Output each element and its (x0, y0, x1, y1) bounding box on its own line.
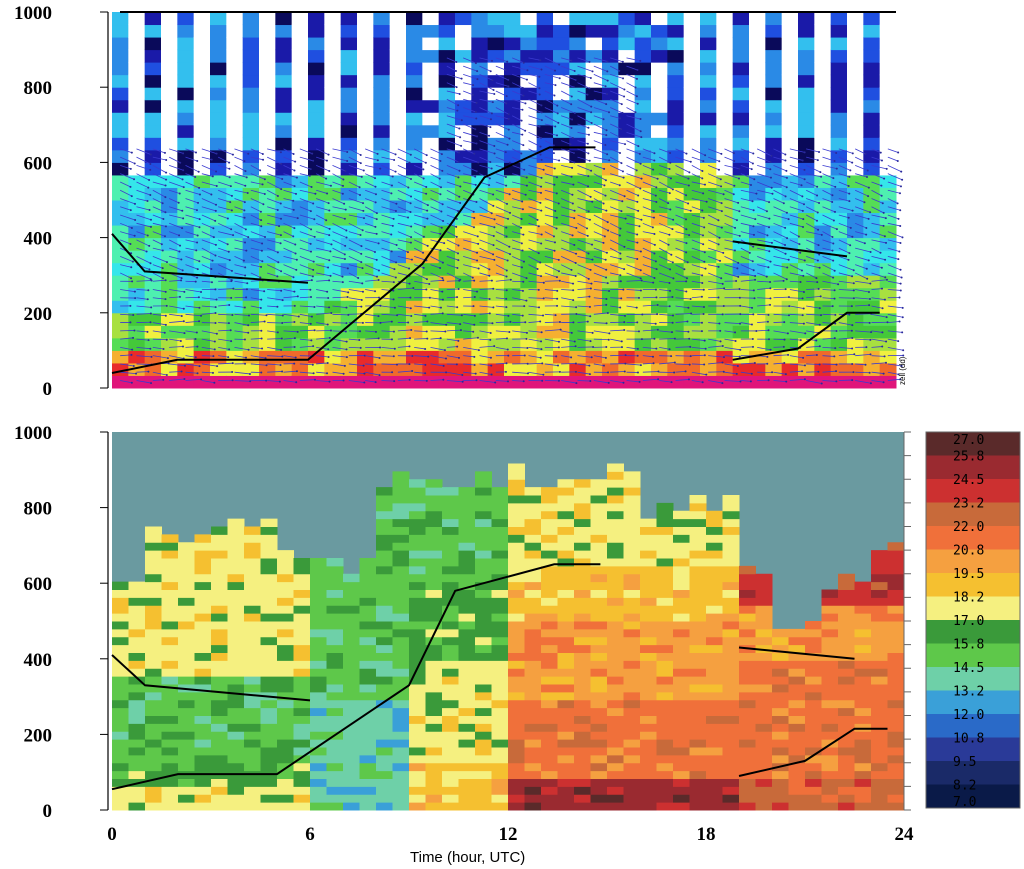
colorbar-label: 12.0 (953, 708, 984, 723)
bl-line-main (111, 563, 601, 791)
colorbar-label: 22.0 (953, 520, 984, 535)
bottom-y-tick-label: 0 (43, 801, 53, 822)
colorbar-swatch (926, 643, 1020, 668)
x-axis-label: Time (hour, UTC) (410, 849, 525, 866)
colorbar-label: 15.8 (953, 638, 984, 653)
bl-line-late-bottom (738, 727, 888, 777)
colorbar-label: 13.2 (953, 685, 984, 700)
bottom-y-tick-label: 800 (24, 499, 53, 520)
top-y-tick-label: 1000 (14, 3, 52, 24)
top-lines (111, 146, 880, 374)
colorbar-swatch (926, 784, 1020, 809)
top-y-tick-label: 200 (24, 304, 53, 325)
x-tick-label: 0 (107, 824, 117, 845)
top-side-label: zell (dd) (898, 356, 907, 385)
colorbar: 27.0 25.8 24.5 23.2 22.0 20.8 19.5 18.2 17.0 15.8… (925, 431, 1021, 810)
colorbar-label: 9.5 (953, 755, 976, 770)
top-y-tick-label: 600 (24, 153, 53, 174)
bottom-y-ticks: 0 200 400 600 800 1000 (14, 423, 108, 822)
bottom-lines (111, 563, 888, 791)
colorbar-label: 7.0 (953, 795, 976, 810)
top-panel: 0 200 400 600 800 1000 zell (dd) (14, 3, 907, 400)
bottom-y-tick-label: 600 (24, 574, 53, 595)
bottom-y-tick-label: 1000 (14, 423, 52, 444)
colorbar-swatch (926, 714, 1020, 738)
bottom-heatmap (112, 432, 905, 811)
bl-line-late-bottom (732, 311, 880, 361)
colorbar-label: 27.0 (953, 433, 984, 448)
x-tick-label: 6 (305, 824, 315, 845)
top-wind-vectors (119, 57, 905, 385)
colorbar-label: 8.2 (953, 779, 976, 794)
colorbar-label: 23.2 (953, 497, 984, 512)
colorbar-swatch (926, 667, 1020, 691)
colorbar-label: 10.8 (953, 732, 984, 747)
colorbar-swatch (926, 690, 1020, 715)
colorbar-swatch (926, 502, 1020, 527)
x-tick-label: 12 (499, 824, 518, 845)
colorbar-swatch (926, 526, 1020, 550)
colorbar-swatch (926, 432, 1020, 456)
bl-line-late-top (738, 646, 855, 660)
colorbar-swatch (926, 549, 1020, 574)
colorbar-swatch (926, 479, 1020, 503)
colorbar-label: 24.5 (953, 473, 984, 488)
colorbar-label: 18.2 (953, 591, 984, 606)
colorbar-label: 25.8 (953, 450, 984, 465)
colorbar-swatch (926, 620, 1020, 644)
colorbar-label: 19.5 (953, 567, 984, 582)
bottom-right-ticks (904, 431, 911, 811)
x-tick-label: 18 (697, 824, 716, 845)
colorbar-swatch (926, 761, 1020, 785)
x-tick-label: 24 (895, 824, 915, 845)
colorbar-label: 20.8 (953, 544, 984, 559)
colorbar-swatch (926, 596, 1020, 621)
colorbar-swatch (926, 737, 1020, 762)
top-y-tick-label: 400 (24, 229, 53, 250)
bottom-y-tick-label: 400 (24, 650, 53, 671)
top-y-tick-label: 0 (43, 379, 53, 400)
top-y-ticks: 0 200 400 600 800 1000 (14, 3, 108, 400)
bl-line-main (111, 146, 596, 374)
colorbar-label: 14.5 (953, 661, 984, 676)
bl-line-residual (111, 233, 309, 284)
colorbar-label: 17.0 (953, 614, 984, 629)
bottom-panel: 0 200 400 600 800 1000 0 6 12 18 24 Time (hour, U… (14, 423, 1021, 866)
top-y-tick-label: 800 (24, 78, 53, 99)
bottom-x-ticks: 0 6 12 18 24 (107, 824, 914, 845)
bottom-y-tick-label: 200 (24, 725, 53, 746)
colorbar-swatch (926, 455, 1020, 480)
bl-line-residual (111, 654, 311, 702)
colorbar-swatch (926, 573, 1020, 597)
bl-line-late-top (732, 240, 848, 258)
